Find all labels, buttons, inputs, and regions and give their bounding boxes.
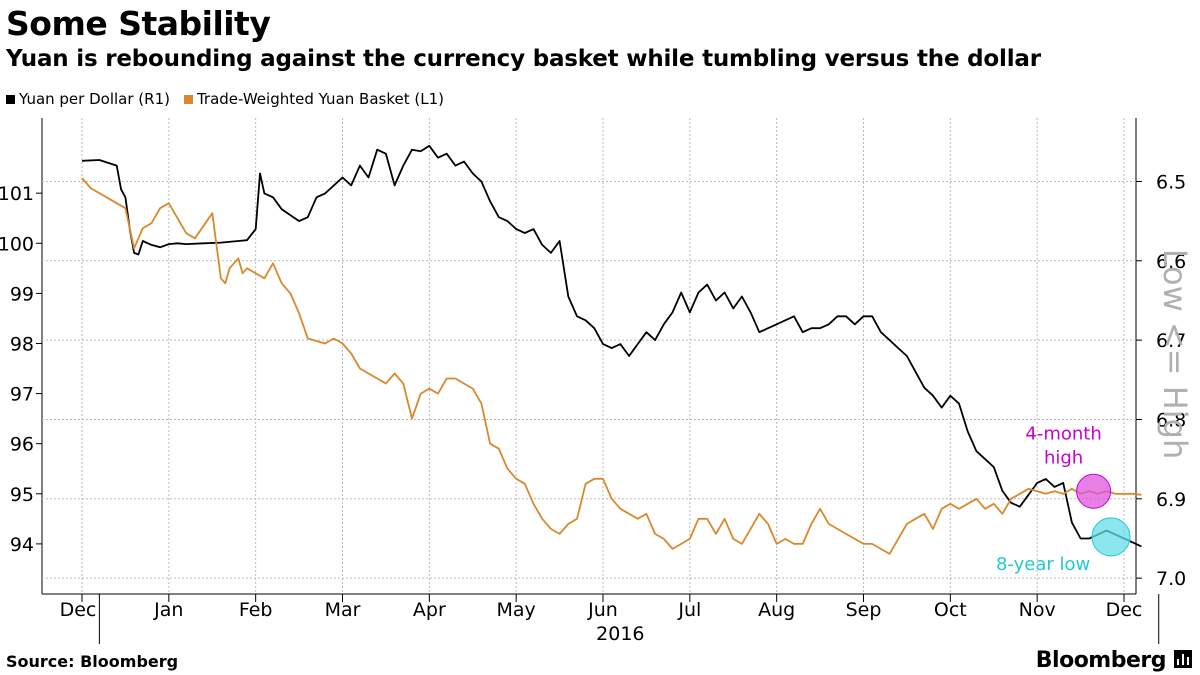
x-axis-tick-label: Oct — [934, 599, 967, 621]
right-axis-tick-label: 6.8 — [1156, 409, 1186, 431]
legend-item-yuan-per-dollar: Yuan per Dollar (R1) — [6, 90, 170, 108]
x-axis-tick-label: Dec — [60, 599, 97, 621]
left-axis-tick-label: 99 — [10, 283, 34, 305]
x-axis-year-label: 2016 — [596, 623, 644, 645]
source-note: Source: Bloomberg — [6, 652, 179, 671]
annotation-marker-4-month-high — [1076, 473, 1112, 509]
legend-item-trade-weighted-basket: Trade-Weighted Yuan Basket (L1) — [183, 90, 444, 108]
x-axis-tick-label: Jan — [153, 599, 183, 621]
brand-logo-text: Bloomberg — [1035, 648, 1167, 673]
page-subtitle: Yuan is rebounding against the currency … — [6, 46, 1041, 72]
left-axis-tick-label: 96 — [10, 434, 34, 456]
right-axis-tick-label: 6.7 — [1156, 330, 1186, 352]
legend-swatch-yuan-per-dollar — [6, 94, 15, 104]
right-axis-tick-label: 6.5 — [1156, 171, 1186, 193]
series-line-trade-weighted-basket — [81, 177, 1142, 555]
right-axis-label: Low <= High — [1156, 249, 1194, 460]
right-axis-tick-label: 6.6 — [1156, 251, 1186, 273]
series-line-yuan-per-dollar — [81, 144, 1142, 548]
left-axis-tick-label: 97 — [10, 384, 34, 406]
left-axis-tick-label: 95 — [10, 484, 34, 506]
x-axis-tick-label: Jun — [587, 599, 618, 621]
x-axis-tick-label: Feb — [239, 599, 273, 621]
left-axis-tick-label: 94 — [10, 534, 34, 556]
legend-label-yuan-per-dollar: Yuan per Dollar (R1) — [19, 90, 170, 108]
left-axis-tick-label: 100 — [0, 233, 34, 255]
x-axis-tick-label: Nov — [1019, 599, 1056, 621]
left-axis-tick-label: 101 — [0, 183, 34, 205]
x-axis-tick-label: Jul — [677, 599, 701, 621]
right-axis-tick-label: 6.9 — [1156, 489, 1186, 511]
chart-legend: Yuan per Dollar (R1) Trade-Weighted Yuan… — [6, 90, 444, 108]
x-axis-tick-label: May — [497, 599, 536, 621]
annotation-label-4-month-high-line2: high — [1044, 447, 1083, 468]
page-title: Some Stability — [6, 4, 271, 43]
x-axis-tick-label: Apr — [413, 599, 446, 621]
bar-chart-icon — [1174, 650, 1192, 668]
x-axis-tick-label: Aug — [758, 599, 795, 621]
annotation-label-4-month-high: 4-month — [1025, 423, 1101, 444]
x-axis-tick-label: Mar — [325, 599, 361, 621]
annotation-marker-8-year-low — [1091, 517, 1131, 557]
legend-swatch-trade-weighted-basket — [183, 94, 193, 104]
x-axis-tick-label: Sep — [846, 599, 882, 621]
left-axis-tick-label: 98 — [10, 333, 34, 355]
right-axis-tick-label: 7.0 — [1156, 568, 1186, 590]
x-axis-tick-label: Dec — [1106, 599, 1143, 621]
annotation-label-8-year-low: 8-year low — [996, 554, 1090, 575]
legend-label-trade-weighted-basket: Trade-Weighted Yuan Basket (L1) — [196, 90, 444, 108]
